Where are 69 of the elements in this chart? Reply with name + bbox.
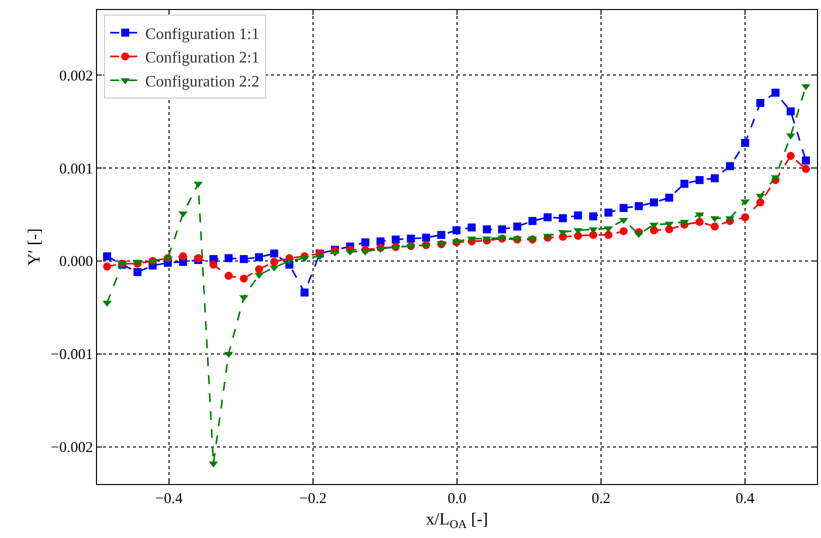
y-tick-label: −0.002 <box>50 440 93 456</box>
point <box>544 213 552 222</box>
point <box>270 250 278 258</box>
point <box>255 265 263 274</box>
point <box>103 262 112 271</box>
point <box>665 194 674 202</box>
point <box>270 258 278 266</box>
y-tick-label: 0.002 <box>59 68 93 84</box>
point <box>680 180 688 188</box>
point <box>620 204 628 212</box>
legend-label: Configuration 2:1 <box>145 50 260 67</box>
point <box>300 288 309 297</box>
x-tick-label: 0.2 <box>592 491 610 507</box>
point <box>574 211 582 220</box>
point <box>574 232 582 240</box>
point <box>452 226 460 234</box>
y-tick-label: −0.001 <box>50 347 93 364</box>
point <box>255 253 263 262</box>
point <box>103 252 112 260</box>
point <box>650 226 658 234</box>
point <box>726 162 734 170</box>
point <box>392 236 400 244</box>
point <box>665 225 674 234</box>
point <box>406 234 415 243</box>
point <box>604 208 612 217</box>
point <box>209 260 218 269</box>
point <box>772 88 780 97</box>
y-tick-label: 0.001 <box>59 161 93 178</box>
y-tick-label: 0.000 <box>59 254 93 270</box>
point <box>558 214 567 222</box>
point <box>422 234 430 242</box>
point <box>133 268 142 276</box>
point <box>741 213 750 222</box>
x-tick-label: 0.4 <box>736 491 755 507</box>
point <box>786 152 795 160</box>
point <box>361 238 370 246</box>
legend-label: Configuration 1:1 <box>145 26 260 43</box>
point <box>634 202 643 210</box>
point <box>240 274 248 283</box>
point <box>802 156 810 165</box>
point <box>710 174 719 182</box>
point <box>710 222 719 231</box>
point <box>513 222 522 231</box>
point <box>224 254 233 262</box>
point <box>240 255 248 264</box>
point <box>756 198 764 206</box>
point <box>620 227 628 236</box>
point <box>482 225 491 234</box>
point <box>589 212 598 220</box>
point <box>696 176 704 184</box>
legend-label: Configuration 2:2 <box>145 73 260 90</box>
point <box>604 230 612 239</box>
point <box>650 198 658 206</box>
point <box>741 138 750 147</box>
point <box>786 107 795 116</box>
x-axis-title: x/L$_{OA}$ [-] <box>426 509 488 531</box>
point <box>498 225 506 234</box>
x-tick-label: 0.0 <box>448 491 466 507</box>
point <box>528 216 536 225</box>
x-tick-label: −0.4 <box>155 491 184 507</box>
point <box>179 252 188 260</box>
y-axis-title: Y′ [-] <box>24 228 44 266</box>
point <box>696 218 704 226</box>
point <box>756 98 764 107</box>
point <box>468 223 476 232</box>
point <box>437 230 446 239</box>
point <box>224 272 233 280</box>
x-tick-label: −0.2 <box>299 491 327 507</box>
point <box>802 164 810 173</box>
